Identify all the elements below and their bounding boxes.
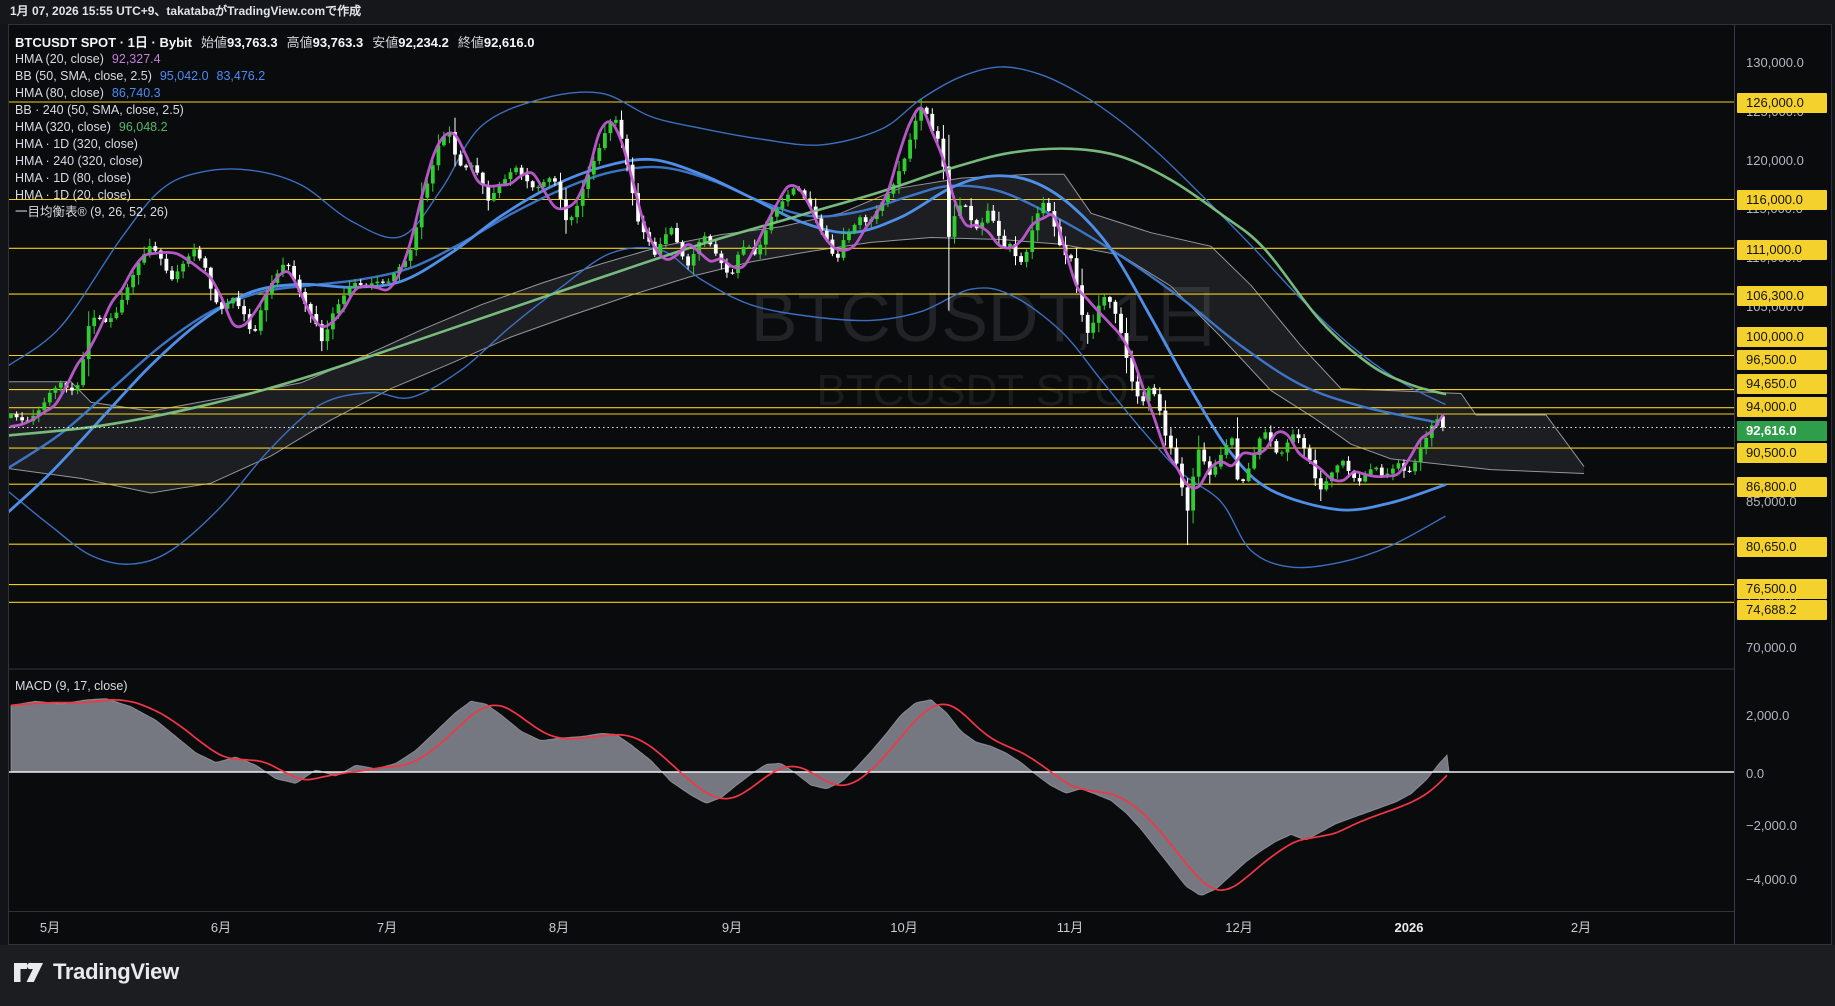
legend-indicator-row[interactable]: BB · 240 (50, SMA, close, 2.5) [15, 103, 184, 117]
price-level-label: 116,000.0 [1737, 190, 1827, 210]
time-axis-label: 8月 [548, 920, 570, 935]
price-level-label: 126,000.0 [1737, 93, 1827, 113]
time-axis-label: 2月 [1570, 920, 1592, 935]
symbol-row[interactable]: BTCUSDT SPOT · 1日 · Bybit 始値93,763.3 高値93,… [15, 35, 535, 50]
price-macd-plot[interactable]: BTCUSDT, 1日 BTCUSDT SPOT [9, 25, 1734, 911]
legend-indicator-row[interactable]: HMA · 1D (20, close) [15, 188, 132, 202]
time-axis-label: 6月 [210, 920, 232, 935]
hma80-line [9, 157, 1447, 513]
time-axis-label: 2026 [1394, 920, 1424, 935]
chart-pane[interactable]: BTCUSDT, 1日 BTCUSDT SPOT BTCUSDT SPOT · 1… [8, 24, 1832, 945]
price-level-label: 94,000.0 [1737, 397, 1827, 417]
macd-tick: −4,000.0 [1746, 872, 1797, 887]
current-price-label: 92,616.0 [1737, 421, 1827, 441]
price-axis[interactable]: 130,000.0125,000.0120,000.0115,000.0110,… [1734, 25, 1832, 944]
macd-tick: −2,000.0 [1746, 818, 1797, 833]
footer-bar: TradingView [0, 945, 1835, 1006]
price-level-label: 90,500.0 [1737, 443, 1827, 463]
macd-legend[interactable]: MACD (9, 17, close) [15, 679, 128, 693]
time-axis-label: 9月 [721, 920, 743, 935]
price-level-label: 86,800.0 [1737, 477, 1827, 497]
chart-creation-caption: 1月 07, 2026 15:55 UTC+9、takatabaがTrading… [0, 0, 1835, 24]
price-level-label: 94,650.0 [1737, 374, 1827, 394]
price-level-label: 76,500.0 [1737, 579, 1827, 599]
legend-indicator-row[interactable]: HMA · 1D (320, close) [15, 137, 138, 151]
price-level-label: 111,000.0 [1737, 240, 1827, 260]
price-tick: 120,000.0 [1746, 152, 1804, 168]
price-tick: 85,000.0 [1746, 493, 1797, 509]
time-axis-label: 12月 [1225, 920, 1253, 935]
legend-indicator-row[interactable]: 一目均衡表® (9, 26, 52, 26) [15, 205, 169, 219]
legend-indicator-row[interactable]: HMA (80, close) 86,740.3 [15, 86, 161, 100]
hma320-line [9, 147, 1447, 437]
ichimoku-cloud [9, 174, 1584, 493]
bb_upper-line [9, 66, 1446, 405]
hma20-line [9, 106, 1445, 490]
price-level-label: 74,688.2 [1737, 600, 1827, 620]
time-axis-label: 10月 [890, 920, 918, 935]
watermark-symbol: BTCUSDT, 1日 [751, 278, 1222, 356]
price-level-label: 80,650.0 [1737, 537, 1827, 557]
watermark-subtitle: BTCUSDT SPOT [816, 366, 1155, 415]
legend-indicator-row[interactable]: HMA (20, close) 92,327.4 [15, 52, 161, 66]
legend-indicator-row[interactable]: BB (50, SMA, close, 2.5) 95,042.0 83,476.2 [15, 69, 266, 83]
legend-indicator-row[interactable]: HMA · 1D (80, close) [15, 171, 132, 185]
price-level-label: 96,500.0 [1737, 350, 1827, 370]
legend-indicator-row[interactable]: HMA · 240 (320, close) [15, 154, 143, 168]
legend-indicator-row[interactable]: HMA (320, close) 96,048.2 [15, 120, 168, 134]
macd-tick: 2,000.0 [1746, 708, 1790, 723]
price-tick: 130,000.0 [1746, 55, 1804, 70]
price-level-label: 106,300.0 [1737, 286, 1827, 306]
macd-tick: 0.0 [1746, 766, 1765, 781]
tradingview-brand[interactable]: TradingView [13, 959, 179, 985]
price-tick: 70,000.0 [1746, 640, 1797, 655]
time-axis-label: 5月 [39, 920, 61, 935]
indicator-legend[interactable]: BTCUSDT SPOT · 1日 · Bybit 始値93,763.3 高値93,… [15, 34, 534, 221]
price-level-label: 100,000.0 [1737, 327, 1827, 347]
time-axis-label: 7月 [376, 920, 398, 935]
brand-text: TradingView [53, 959, 179, 984]
time-axis-label: 11月 [1056, 920, 1084, 935]
bb_lower-line [9, 246, 1446, 569]
time-axis[interactable]: 5月 6月 7月 8月 9月 10月 11月 12月 2026 2月 [9, 911, 1734, 944]
macd-area [10, 698, 1450, 896]
tradingview-logo-icon [14, 962, 43, 982]
macd-signal-line [10, 698, 1448, 891]
